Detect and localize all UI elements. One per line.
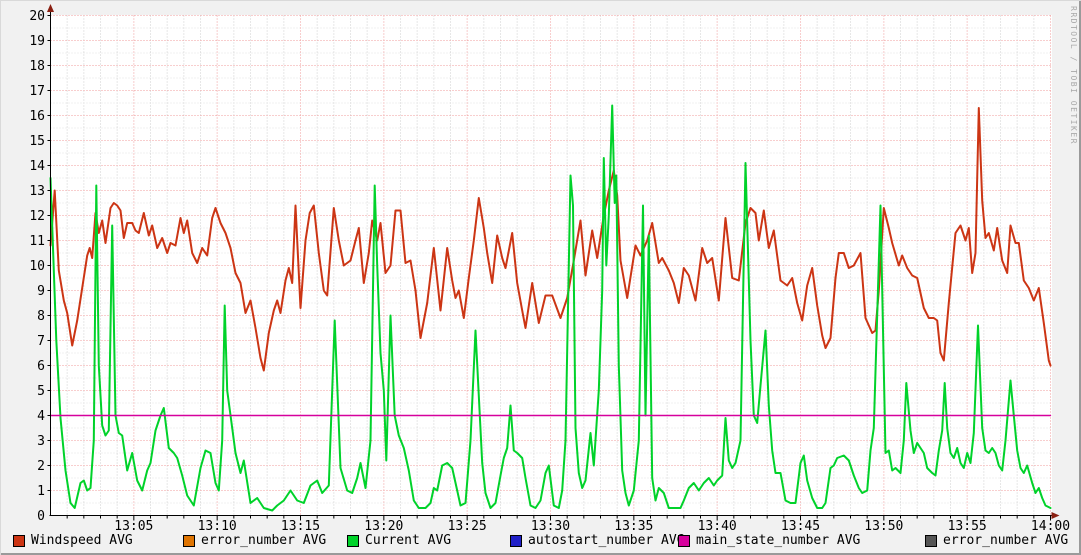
x-axis-arrow-icon (1051, 512, 1060, 519)
y-axis-arrow-icon (47, 4, 54, 12)
y-tick-label: 14 (29, 159, 45, 174)
y-tick-label: 8 (37, 309, 45, 324)
y-tick-label: 18 (29, 59, 45, 74)
x-tick-label: 13:30 (531, 519, 570, 534)
x-tick-label: 13:45 (781, 519, 820, 534)
x-tick-label: 13:55 (948, 519, 987, 534)
x-tick-label: 13:20 (364, 519, 403, 534)
y-tick-label: 20 (29, 9, 45, 24)
y-tick-label: 12 (29, 209, 45, 224)
x-tick-label: 13:50 (864, 519, 903, 534)
axes (47, 4, 1060, 521)
watermark-text: RRDTOOL / TOBI OETIKER (1069, 6, 1078, 145)
y-tick-label: 16 (29, 109, 45, 124)
x-tick-label: 13:35 (614, 519, 653, 534)
x-tick-label: 14:00 (1031, 519, 1070, 534)
y-tick-label: 6 (37, 359, 45, 374)
y-tick-label: 1 (37, 484, 45, 499)
x-tick-label: 13:05 (114, 519, 153, 534)
series-line-0 (49, 107, 1052, 372)
y-tick-label: 11 (29, 234, 45, 249)
y-tick-label: 13 (29, 184, 45, 199)
y-tick-label: 7 (37, 334, 45, 349)
y-tick-label: 3 (37, 434, 45, 449)
y-tick-label: 17 (29, 84, 45, 99)
y-tick-label: 5 (37, 384, 45, 399)
y-tick-label: 15 (29, 134, 45, 149)
x-tick-label: 13:40 (698, 519, 737, 534)
x-tick-label: 13:25 (448, 519, 487, 534)
y-tick-label: 4 (37, 409, 45, 424)
y-tick-label: 2 (37, 459, 45, 474)
series-line-2 (49, 104, 1052, 512)
x-tick-label: 13:15 (281, 519, 320, 534)
y-tick-label: 10 (29, 259, 45, 274)
y-tick-label: 0 (37, 509, 45, 524)
y-tick-label: 19 (29, 34, 45, 49)
x-tick-label: 13:10 (198, 519, 237, 534)
y-tick-label: 9 (37, 284, 45, 299)
